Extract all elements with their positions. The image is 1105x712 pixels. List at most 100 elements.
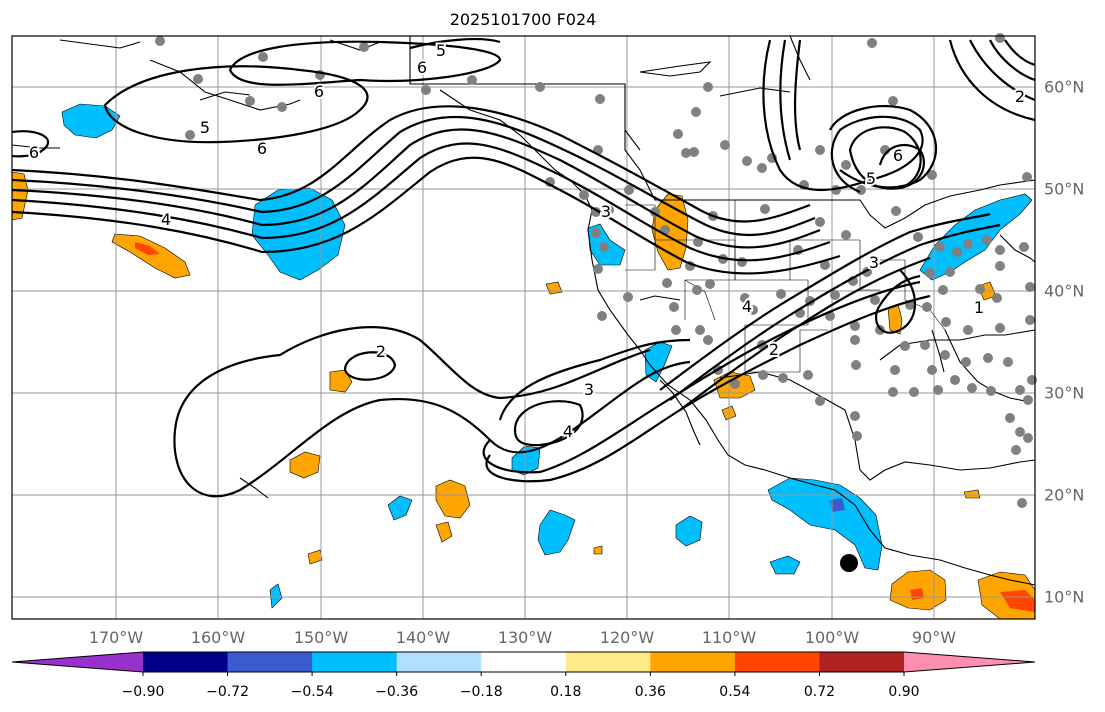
station-dot xyxy=(730,379,740,389)
station-dot xyxy=(467,75,477,85)
neg-patch xyxy=(387,495,413,521)
station-dot xyxy=(760,204,770,214)
station-dot xyxy=(695,325,705,335)
station-dot xyxy=(705,279,715,289)
station-dot xyxy=(938,285,948,295)
storm-marker xyxy=(840,554,858,572)
station-dot xyxy=(703,82,713,92)
neg-patch xyxy=(61,103,121,139)
station-dot xyxy=(671,325,681,335)
neg-patch xyxy=(269,583,283,609)
contour-label: 5 xyxy=(200,118,210,137)
pos-patch xyxy=(111,233,191,279)
longitude-label: 170°W xyxy=(88,628,144,647)
longitude-label: 140°W xyxy=(395,628,451,647)
latitude-label: 40°N xyxy=(1044,281,1085,301)
contour-label: 2 xyxy=(376,342,386,361)
station-dot xyxy=(841,160,851,170)
contour-label: 6 xyxy=(257,139,267,158)
station-dot xyxy=(995,245,1005,255)
contour-label: 4 xyxy=(161,210,171,229)
colorbar-tick-label: 0.36 xyxy=(634,684,666,700)
station-dot xyxy=(1023,395,1033,405)
colorbar-tick-label: −0.90 xyxy=(121,684,165,700)
station-dot xyxy=(597,311,607,321)
station-dot xyxy=(778,373,788,383)
contour-label: 6 xyxy=(29,143,39,162)
station-dot xyxy=(888,96,898,106)
contours xyxy=(11,38,1036,498)
station-dot xyxy=(1015,427,1025,437)
longitude-label: 90°W xyxy=(911,628,957,647)
colorbar-segment xyxy=(396,652,482,672)
station-dot xyxy=(155,36,165,46)
colorbar-tick-label: −0.72 xyxy=(206,684,249,700)
station-dot xyxy=(258,52,268,62)
station-dot xyxy=(604,205,614,215)
station-dot xyxy=(245,96,255,106)
contour-label: 6 xyxy=(893,146,903,165)
pos-patch xyxy=(289,451,321,479)
station-dot xyxy=(850,321,860,331)
station-dot xyxy=(1019,242,1029,252)
station-dot xyxy=(995,323,1005,333)
station-dot xyxy=(830,290,840,300)
contour-label: 2 xyxy=(769,340,779,359)
station-dot xyxy=(421,85,431,95)
station-dot xyxy=(920,340,930,350)
station-dot xyxy=(913,232,923,242)
station-dot xyxy=(1011,445,1021,455)
station-dot xyxy=(742,156,752,166)
neg-patch xyxy=(537,509,576,556)
contour-label: 3 xyxy=(584,380,594,399)
station-dot xyxy=(776,289,786,299)
contour-label: 5 xyxy=(436,41,446,60)
longitude-label: 100°W xyxy=(804,628,860,647)
station-dot xyxy=(579,190,589,200)
station-dot xyxy=(720,140,730,150)
station-dot xyxy=(703,335,713,345)
latitude-label: 10°N xyxy=(1044,587,1085,607)
station-dot xyxy=(748,305,758,315)
colorbar-tick-label: 0.90 xyxy=(888,684,920,700)
station-dot xyxy=(1017,498,1027,508)
station-dot xyxy=(740,293,750,303)
station-dot xyxy=(927,365,937,375)
contour-label: 4 xyxy=(742,297,752,316)
station-dot xyxy=(757,163,767,173)
station-dot xyxy=(945,267,955,277)
contour-label: 6 xyxy=(314,82,324,101)
station-dot xyxy=(850,411,860,421)
colorbar-tick-label: −0.36 xyxy=(375,684,419,700)
colorbar-segment xyxy=(143,652,229,672)
station-dot xyxy=(995,261,1005,271)
latitude-label: 50°N xyxy=(1044,179,1085,199)
station-dot xyxy=(967,383,977,393)
station-dot xyxy=(1005,413,1015,423)
colorbar-segment xyxy=(312,652,398,672)
station-dot xyxy=(975,284,985,294)
pos-patch xyxy=(329,369,353,393)
station-dot xyxy=(623,292,633,302)
contour-label: 5 xyxy=(866,169,876,188)
station-dot xyxy=(193,74,203,84)
contour-label: 2 xyxy=(1015,87,1025,106)
station-dot xyxy=(950,375,960,385)
map-title: 2025101700 F024 xyxy=(449,10,597,29)
latitude-label: 20°N xyxy=(1044,485,1085,505)
station-dot xyxy=(922,302,932,312)
colorbar-tick-label: −0.18 xyxy=(459,684,503,700)
station-dot xyxy=(982,235,992,245)
neg-patch-dark xyxy=(830,498,845,512)
pos-patch xyxy=(963,489,981,499)
station-dot xyxy=(693,237,703,247)
latitude-label: 30°N xyxy=(1044,383,1085,403)
station-dot xyxy=(815,396,825,406)
colorbar-tick-label: 0.54 xyxy=(719,684,751,700)
neg-patch xyxy=(767,477,883,571)
colorbar-segment xyxy=(650,652,736,672)
pos-patch-strong xyxy=(135,242,160,255)
contour-label: 3 xyxy=(869,253,879,272)
